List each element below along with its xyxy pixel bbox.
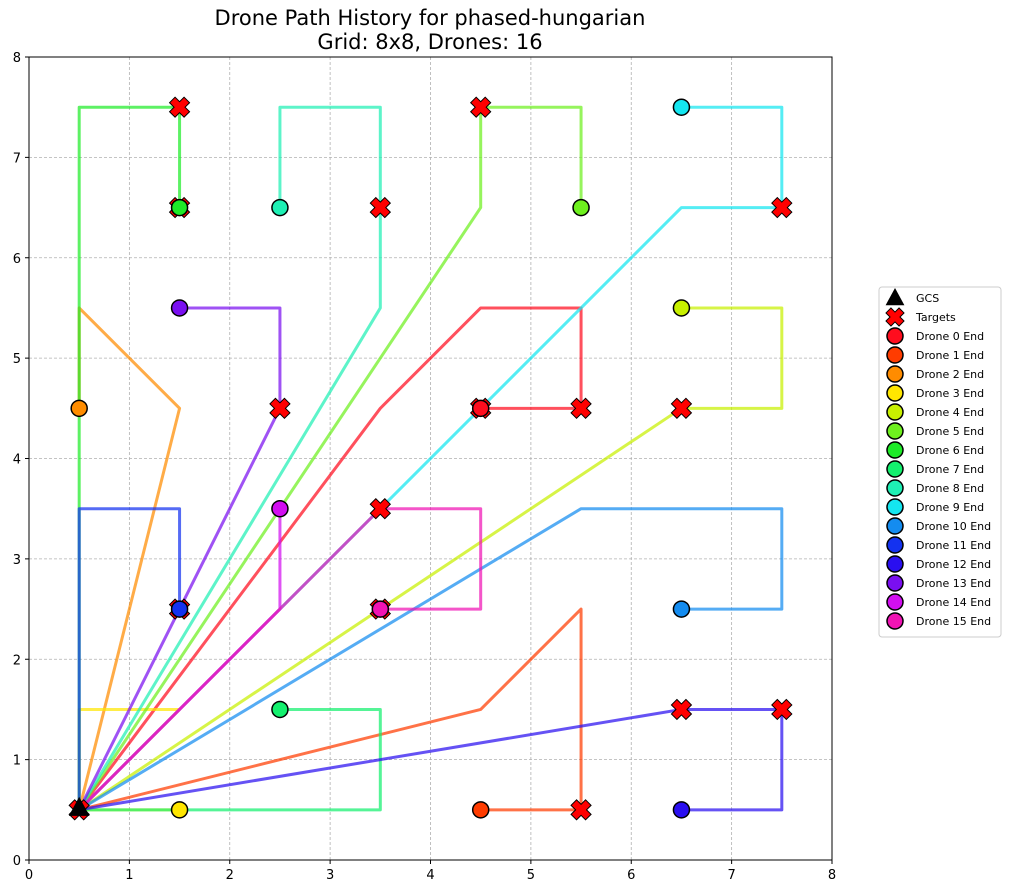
drone-1-path [78, 607, 583, 812]
y-tick-label: 6 [13, 252, 21, 267]
legend-drone-9-icon [886, 498, 904, 516]
legend-drone-12-icon [886, 555, 904, 573]
legend-drone-5-icon [886, 422, 904, 440]
target-marker [369, 196, 392, 219]
drone-12-end-marker [672, 801, 691, 819]
legend-drone-8-icon [886, 479, 904, 497]
legend-box [878, 286, 1002, 638]
legend-gcs-icon [885, 287, 905, 306]
legend-targets-icon [885, 307, 905, 327]
y-tick-label: 8 [13, 51, 21, 66]
drone-10-end-marker [672, 600, 691, 618]
y-tick-label: 0 [13, 854, 21, 869]
target-marker [168, 96, 191, 118]
legend-drone-3-icon [886, 384, 904, 402]
x-tick-label: 2 [226, 868, 234, 883]
drone-1-end-marker [471, 801, 490, 819]
target-marker [771, 698, 793, 721]
drone-13-end-marker [170, 299, 189, 317]
legend-label-gcs: GCS [916, 292, 939, 305]
legend-label-drone-11: Drone 11 End [916, 539, 991, 552]
legend-drone-7-icon [886, 460, 904, 478]
target-marker [269, 397, 291, 420]
legend-label-drone-10: Drone 10 End [916, 520, 991, 533]
drone-6-end-marker [170, 198, 189, 217]
target-marker [670, 698, 693, 721]
legend-label-drone-9: Drone 9 End [916, 501, 984, 514]
x-tick-label: 5 [527, 868, 535, 883]
y-tick-label: 7 [13, 151, 21, 166]
chart-title-line2: Grid: 8x8, Drones: 16 [317, 30, 542, 54]
legend-label-drone-5: Drone 5 End [916, 425, 984, 438]
drone-15-end-marker [371, 600, 390, 618]
x-tick-label: 4 [426, 868, 434, 883]
legend-label-drone-4: Drone 4 End [916, 406, 984, 419]
x-tick-label: 8 [828, 868, 836, 883]
drone-14-end-marker [271, 499, 289, 518]
legend-label-drone-6: Drone 6 End [916, 444, 984, 457]
drone-9-path [78, 105, 784, 811]
y-tick-label: 1 [13, 754, 21, 769]
x-tick-label: 0 [25, 868, 33, 883]
target-marker [670, 397, 693, 420]
legend: GCS Targets Drone 0 End Drone 1 End Drone 2 … [878, 286, 1002, 638]
x-tick-label: 3 [326, 868, 334, 883]
legend-label-drone-1: Drone 1 End [916, 349, 984, 362]
y-tick-label: 3 [13, 553, 21, 568]
legend-label-drone-14: Drone 14 End [916, 596, 991, 609]
drone-8-path [77, 105, 382, 811]
legend-label-targets: Targets [915, 311, 956, 324]
legend-drone-13-icon [886, 574, 904, 592]
legend-label-drone-7: Drone 7 End [916, 463, 984, 476]
x-tick-label: 7 [727, 868, 735, 883]
target-marker [469, 96, 492, 118]
y-tick-label: 4 [13, 453, 21, 468]
drone-paths [77, 105, 784, 812]
legend-drone-11-icon [886, 536, 904, 554]
drone-6-path [77, 105, 182, 810]
drone-11-path [77, 507, 182, 810]
drone-7-end-marker [271, 700, 289, 719]
gcs-marker [68, 796, 90, 816]
legend-drone-0-icon [886, 327, 904, 345]
markers [68, 96, 793, 821]
chart-title-line1: Drone Path History for phased-hungarian [215, 6, 646, 30]
drone-11-end-marker [170, 600, 189, 618]
target-marker [570, 397, 592, 420]
legend-drone-2-icon [886, 365, 904, 383]
y-tick-label: 2 [13, 653, 21, 668]
drone-4-end-marker [672, 299, 691, 317]
target-marker [369, 497, 392, 520]
drone-3-end-marker [170, 801, 189, 819]
legend-drone-1-icon [886, 346, 904, 364]
legend-label-drone-12: Drone 12 End [916, 558, 991, 571]
legend-drone-14-icon [886, 593, 904, 611]
x-tick-label: 6 [627, 868, 635, 883]
target-marker [570, 799, 592, 821]
legend-label-drone-3: Drone 3 End [916, 387, 984, 400]
legend-label-drone-2: Drone 2 End [916, 368, 984, 381]
y-tick-label: 5 [13, 352, 21, 367]
target-marker [771, 196, 793, 219]
legend-label-drone-15: Drone 15 End [916, 615, 991, 628]
drone-15-path [78, 507, 483, 811]
drone-0-end-marker [471, 399, 490, 418]
legend-drone-4-icon [886, 403, 904, 421]
drone-9-end-marker [672, 98, 691, 116]
drone-0-path [77, 306, 583, 811]
drone-2-end-marker [70, 399, 88, 418]
legend-label-drone-8: Drone 8 End [916, 482, 984, 495]
axis-ticks: 0 1 2 3 4 5 6 7 8 0 1 2 3 4 5 6 7 8 [13, 51, 836, 883]
legend-drone-10-icon [886, 517, 904, 535]
legend-label-drone-0: Drone 0 End [916, 330, 984, 343]
x-tick-label: 1 [125, 868, 133, 883]
drone-8-end-marker [271, 198, 289, 217]
legend-drone-15-icon [886, 612, 904, 630]
legend-drone-6-icon [886, 441, 904, 459]
drone-5-end-marker [572, 198, 590, 217]
legend-label-drone-13: Drone 13 End [916, 577, 991, 590]
